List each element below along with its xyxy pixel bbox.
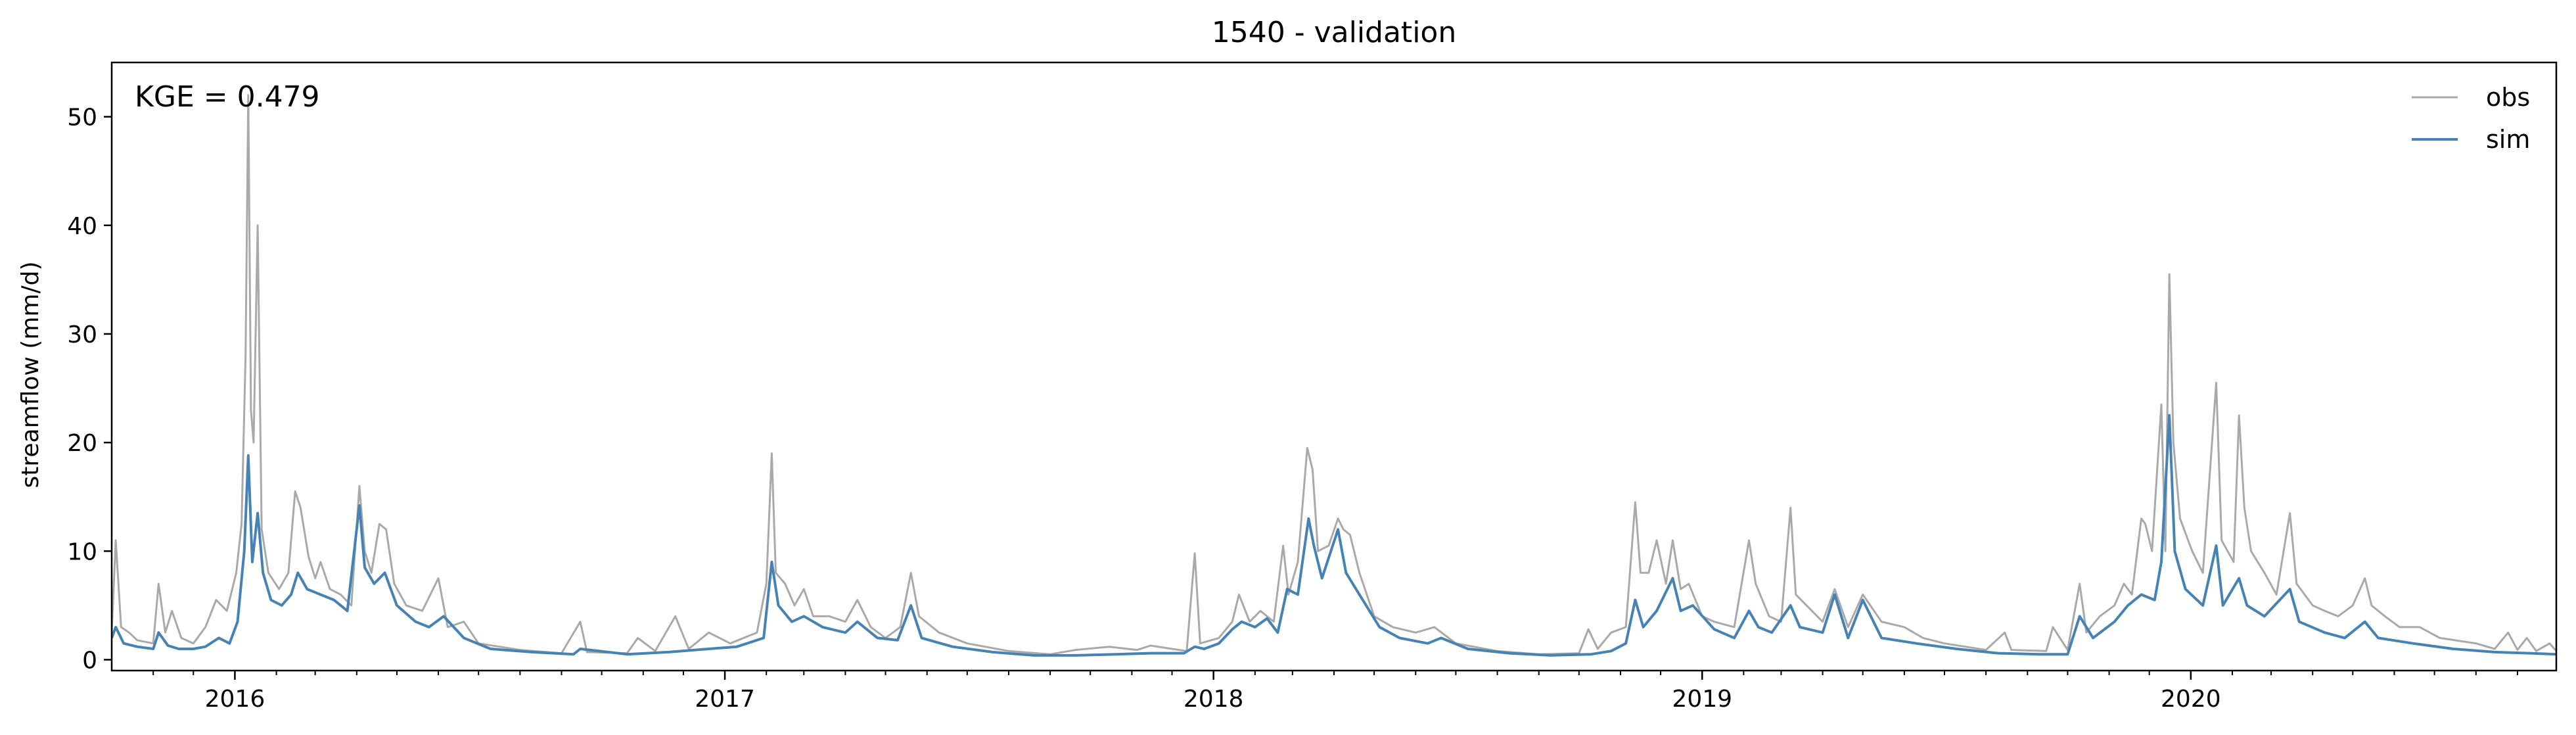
legend: obs sim	[2412, 83, 2530, 154]
x-tick-label: 2017	[695, 686, 755, 713]
x-tick-label: 2018	[1184, 686, 1244, 713]
y-tick-label: 0	[82, 647, 97, 674]
series-line-sim	[112, 414, 2556, 657]
chart-title: 1540 - validation	[1212, 16, 1456, 49]
x-axis: 2016 2017 2018 2019 2020	[152, 671, 2518, 713]
legend-label-sim: sim	[2486, 125, 2530, 154]
plot-frame	[110, 61, 2558, 672]
y-tick-label: 20	[67, 430, 97, 457]
x-tick-label: 2020	[2161, 686, 2221, 713]
y-tick-label: 30	[67, 321, 97, 348]
y-tick-label: 10	[67, 538, 97, 565]
legend-label-obs: obs	[2486, 83, 2530, 112]
y-axis-label: streamflow (mm/d)	[17, 262, 44, 488]
plot-area	[112, 94, 2556, 657]
series-line-obs	[112, 94, 2556, 655]
x-tick-label: 2016	[205, 686, 265, 713]
y-tick-label: 50	[67, 105, 97, 131]
kge-annotation: KGE = 0.479	[135, 80, 320, 114]
series-layer	[112, 94, 2556, 657]
x-tick-label: 2019	[1672, 686, 1732, 713]
y-tick-label: 40	[67, 213, 97, 240]
y-axis: 0 10 20 30 40 50	[67, 105, 112, 674]
